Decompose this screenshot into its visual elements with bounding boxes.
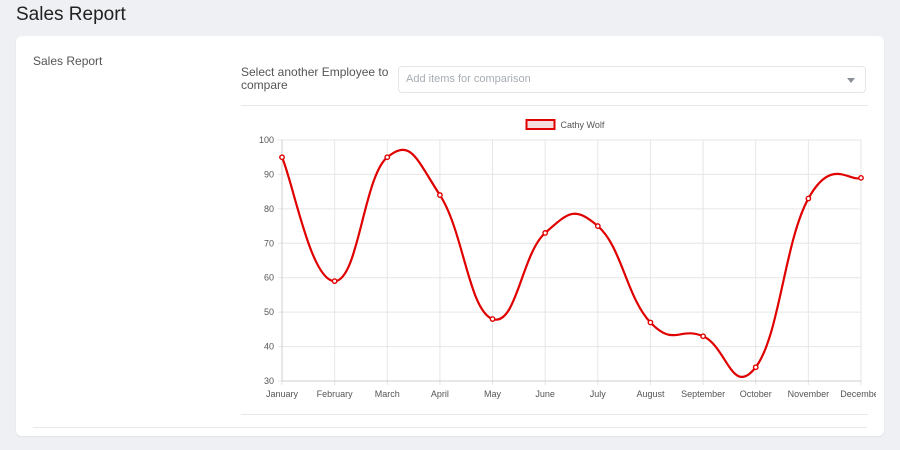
data-point (594, 223, 601, 229)
sales-line-chart: 30 40 50 60 70 80 90 100 January February March Apr… (259, 119, 876, 399)
comparison-select-placeholder: Add items for comparison (406, 73, 531, 85)
sales-report-card: Sales Report Select another Employee to … (16, 36, 884, 436)
y-tick-label: 90 (264, 169, 274, 179)
data-point (647, 319, 654, 326)
data-point (542, 230, 549, 236)
y-tick-label: 80 (264, 204, 274, 214)
comparison-select[interactable]: Add items for comparison (398, 66, 866, 93)
y-tick-label: 30 (264, 376, 274, 386)
x-tick-label: September (681, 389, 725, 399)
legend-label: Cathy Wolf (561, 120, 605, 130)
data-point (489, 316, 496, 322)
data-point (805, 195, 812, 202)
legend-swatch (525, 119, 556, 130)
y-tick-label: 40 (264, 342, 274, 352)
x-tick-label: July (590, 389, 607, 399)
x-tick-label: March (375, 389, 400, 399)
x-tick-label: October (740, 389, 772, 399)
data-point (384, 154, 391, 161)
data-point (752, 364, 759, 371)
caret-down-icon[interactable] (847, 78, 855, 83)
y-tick-label: 60 (264, 273, 274, 283)
x-tick-label: May (484, 389, 502, 399)
data-point (437, 192, 443, 198)
y-tick-label: 50 (264, 307, 274, 317)
x-tick-label: November (788, 389, 830, 399)
divider (33, 427, 867, 428)
card-label: Sales Report (33, 54, 103, 68)
series-line (280, 148, 862, 378)
x-tick-label: June (535, 389, 555, 399)
x-tick-label: December (840, 389, 876, 399)
x-tick-label: August (636, 389, 665, 399)
x-tick-label: April (431, 389, 449, 399)
page-title: Sales Report (16, 4, 126, 25)
x-tick-label: February (317, 389, 354, 399)
data-point (700, 333, 706, 340)
y-tick-label: 70 (264, 238, 274, 248)
divider (241, 105, 868, 106)
data-point (331, 278, 338, 285)
y-tick-label: 100 (259, 135, 274, 145)
data-point (279, 154, 285, 161)
data-point (858, 174, 864, 181)
compare-employee-label: Select another Employee to compare (241, 65, 389, 92)
divider (241, 414, 868, 415)
x-tick-label: January (266, 389, 299, 399)
